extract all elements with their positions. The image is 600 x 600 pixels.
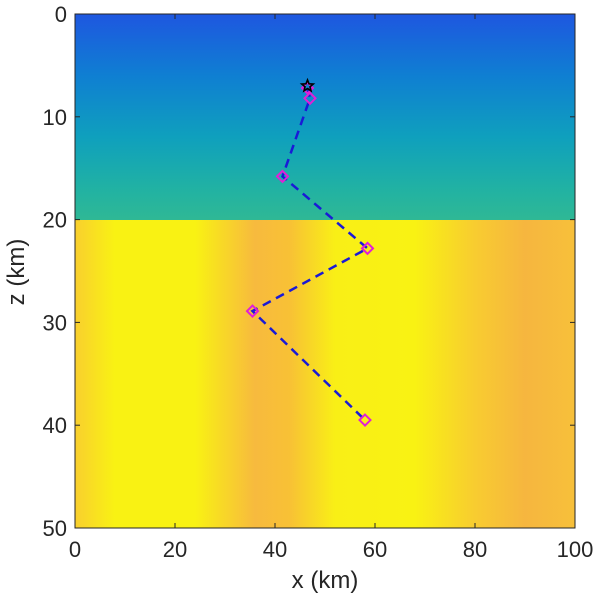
plot-border [74,13,576,529]
x-tick-label: 60 [363,537,387,562]
data-point-marker [303,91,317,106]
plot-area [75,14,575,528]
y-axis: 0 10 20 30 40 50 [43,2,575,541]
data-layer [245,77,375,427]
lower-layer [75,220,575,528]
data-point-marker [245,304,260,319]
y-tick-label: 30 [43,310,67,335]
series-line [250,87,370,421]
x-tick-label: 20 [163,537,187,562]
data-point-marker [360,241,375,256]
x-tick-label: 80 [463,537,487,562]
x-axis: 0 20 40 60 80 100 [69,14,593,562]
y-axis-label: z (km) [3,239,30,306]
x-tick-label: 0 [69,537,81,562]
x-axis-label: x (km) [292,567,359,594]
y-tick-label: 40 [43,413,67,438]
upper-layer [75,14,575,310]
y-tick-label: 10 [43,105,67,130]
y-tick-label: 20 [43,208,67,233]
x-tick-label: 40 [263,537,287,562]
data-point-marker [358,413,372,427]
source-star-marker [299,77,316,93]
y-tick-label: 0 [55,2,67,27]
x-tick-label: 100 [557,537,594,562]
data-point-marker [275,169,290,184]
y-tick-label: 50 [43,516,67,541]
